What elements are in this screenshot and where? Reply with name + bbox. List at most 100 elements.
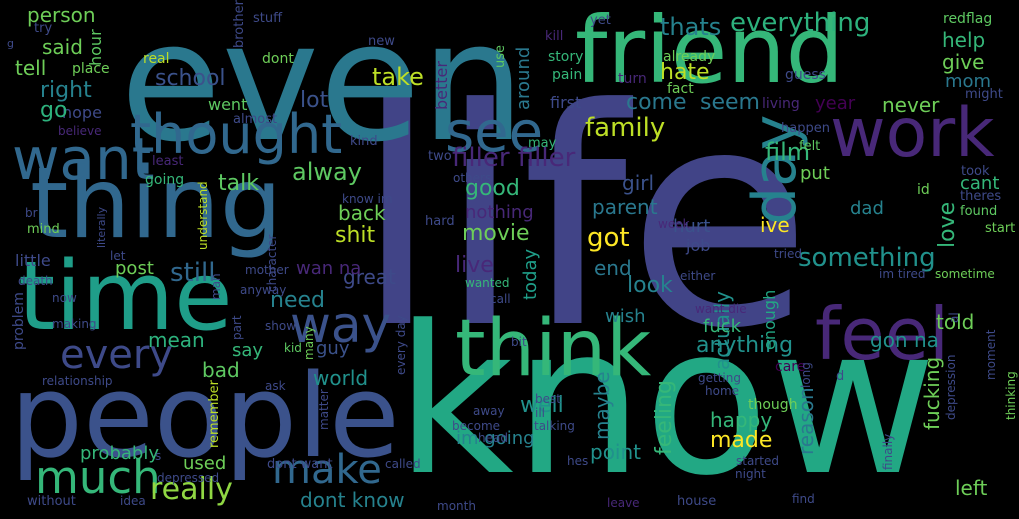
word: fact [667, 81, 694, 97]
word: maybe [590, 371, 614, 440]
word: turn [618, 71, 647, 87]
word: new [368, 34, 395, 49]
word: finally [881, 433, 895, 470]
word: better [432, 61, 451, 110]
word: around [513, 46, 534, 110]
word: post [115, 258, 154, 279]
word: wish [605, 306, 646, 327]
word: live [455, 253, 494, 278]
word: story [548, 49, 584, 65]
word: best [535, 392, 561, 406]
word: cant [960, 173, 1000, 194]
word: dont [262, 51, 294, 67]
word: believe [58, 124, 102, 138]
word: feel [815, 292, 949, 376]
word: movie [462, 221, 530, 246]
word: friend [575, 0, 845, 104]
word: away [473, 404, 505, 418]
word: s [155, 449, 162, 463]
word: found [960, 204, 998, 219]
word: good [465, 176, 520, 201]
word: night [735, 467, 766, 481]
word: stuff [253, 11, 283, 26]
word: nothing [465, 202, 534, 223]
word: thought [130, 103, 343, 166]
word: much [35, 451, 161, 504]
word: time [18, 242, 233, 352]
word: try [34, 21, 53, 36]
word: part [230, 315, 244, 340]
word: never [882, 93, 940, 117]
word: others [453, 171, 492, 185]
word: still [170, 258, 216, 288]
word: love [935, 201, 960, 248]
word: g [7, 37, 14, 50]
word: hour [86, 29, 105, 66]
word: sometime [935, 267, 995, 281]
word: let [110, 249, 126, 263]
word: either [680, 269, 716, 283]
word: guess [785, 67, 826, 83]
word: fucking [920, 356, 944, 430]
word: wan na [296, 258, 362, 279]
word: little [15, 251, 51, 270]
word: tried [774, 247, 802, 261]
word: really [150, 472, 233, 507]
word: every day [394, 315, 408, 375]
word: thinking [1004, 371, 1018, 420]
word: almost [233, 112, 278, 127]
word: hes [567, 454, 589, 468]
word: yet [590, 13, 611, 28]
word: point [590, 440, 642, 464]
word: week [658, 217, 690, 231]
word: today [520, 248, 541, 300]
word: death [18, 274, 53, 288]
word: hate [660, 60, 710, 85]
word: come [626, 90, 687, 115]
word: put [800, 163, 830, 184]
word: call [490, 292, 511, 306]
word: idea [120, 494, 146, 508]
word: place [72, 61, 110, 77]
word: mind [27, 222, 60, 237]
word: mom [945, 71, 992, 92]
word: people [10, 350, 400, 484]
word: family [585, 113, 666, 143]
word: br [25, 206, 38, 220]
word: thing [30, 147, 283, 261]
word: made [710, 428, 773, 453]
word: say [232, 340, 264, 361]
word: ill [535, 406, 546, 420]
word: im going [456, 428, 535, 449]
word: need [270, 288, 325, 313]
word: year [815, 93, 856, 114]
word: even [120, 0, 526, 178]
word: see [445, 100, 544, 165]
word: depression [944, 354, 958, 420]
word: give [942, 50, 985, 74]
word: probably [80, 443, 159, 464]
word: anything [696, 333, 794, 358]
word: reason [794, 387, 818, 455]
word: d [836, 369, 845, 384]
word: used [183, 453, 227, 474]
word: show [265, 319, 297, 333]
word: remember [207, 380, 222, 448]
word: called [385, 457, 421, 471]
word: first [550, 93, 582, 112]
word: man [209, 273, 223, 300]
word: person [27, 3, 96, 27]
word: dont want [267, 457, 333, 472]
word: want die [695, 302, 747, 316]
word: happy [710, 408, 773, 432]
word: filler filler [452, 143, 576, 173]
word: help [942, 28, 986, 52]
word: home [705, 384, 740, 398]
word: talking [534, 419, 575, 433]
word: going [145, 172, 185, 188]
word: took [961, 164, 990, 179]
word: id [917, 182, 930, 198]
word: may [528, 136, 557, 151]
word: kill [545, 29, 564, 44]
word: become [452, 419, 501, 433]
